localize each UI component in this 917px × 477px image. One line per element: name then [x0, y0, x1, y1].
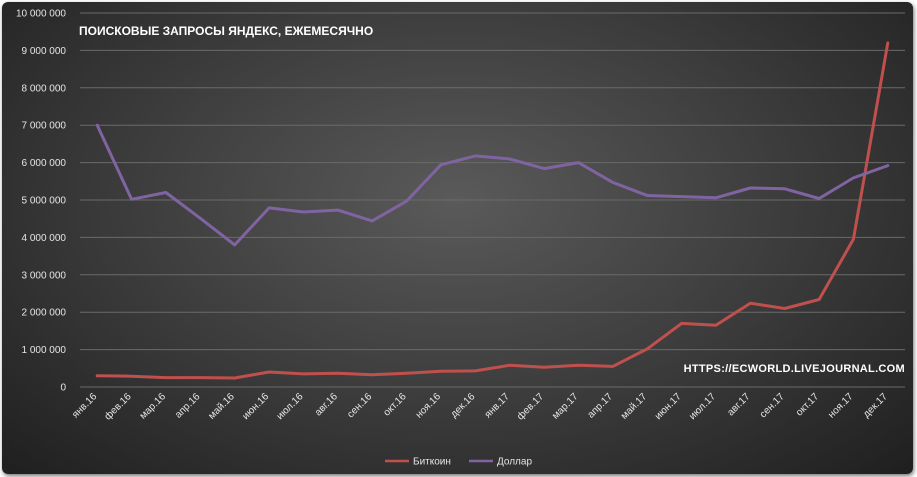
chart-title: ПОИСКОВЫЕ ЗАПРОСЫ ЯНДЕКС, ЕЖЕМЕСЯЧНО: [79, 24, 373, 38]
x-tick-label: мар.17: [550, 391, 581, 422]
x-tick-label: май.16: [206, 391, 237, 422]
y-tick-label: 7 000 000: [22, 121, 67, 132]
x-tick-label: фев.16: [102, 390, 134, 422]
watermark-text: HTTPS://ECWORLD.LIVEJOURNAL.COM: [684, 363, 905, 375]
y-tick-label: 2 000 000: [22, 308, 67, 319]
x-tick-label: янв.17: [483, 391, 512, 420]
y-tick-label: 8 000 000: [22, 83, 67, 94]
series-line-Доллар: [95, 123, 890, 247]
series-line-Биткоин: [95, 41, 890, 380]
legend-label: Биткоин: [413, 457, 451, 468]
y-tick-label: 3 000 000: [22, 270, 67, 281]
x-tick-label: июл.17: [687, 391, 718, 422]
y-tick-label: 10 000 000: [16, 9, 66, 20]
x-tick-label: янв.16: [70, 391, 99, 420]
x-tick-label: дек.17: [861, 391, 890, 420]
x-tick-label: окт.16: [382, 391, 409, 418]
legend: Биткоин Доллар: [385, 457, 532, 468]
y-tick-label: 6 000 000: [22, 158, 67, 169]
x-tick-label: июн.16: [240, 391, 271, 422]
x-tick-label: мар.16: [138, 391, 169, 422]
gridlines: [80, 12, 905, 388]
x-tick-label: май.17: [619, 391, 650, 422]
x-tick-label: июн.17: [653, 391, 684, 422]
x-tick-label: июл.16: [275, 391, 306, 422]
y-axis-ticks: 0 1 000 000 2 000 000 3 000 000 4 000 000 5 0…: [16, 9, 67, 394]
x-tick-label: апр.17: [586, 391, 616, 421]
x-tick-label: окт.17: [794, 391, 821, 418]
x-tick-label: фев.17: [514, 390, 546, 422]
x-tick-label: авг.17: [725, 391, 752, 418]
y-tick-label: 4 000 000: [22, 233, 67, 244]
x-tick-label: апр.16: [173, 391, 203, 421]
series-lines: [95, 41, 890, 380]
x-tick-label: сен.17: [758, 391, 787, 420]
x-axis-ticks: янв.16 фев.16 мар.16 апр.16 май.16 июн.16 июл.…: [70, 390, 890, 422]
y-tick-label: 5 000 000: [22, 196, 67, 207]
y-tick-label: 1 000 000: [22, 345, 67, 356]
legend-label: Доллар: [497, 457, 532, 468]
x-tick-label: сен.16: [345, 391, 374, 420]
y-tick-label: 9 000 000: [22, 46, 67, 57]
x-tick-label: дек.16: [449, 391, 478, 420]
y-tick-label: 0: [60, 383, 66, 394]
x-tick-label: ноя.17: [826, 391, 856, 421]
x-tick-label: ноя.16: [414, 391, 444, 421]
x-tick-label: авг.16: [313, 391, 340, 418]
